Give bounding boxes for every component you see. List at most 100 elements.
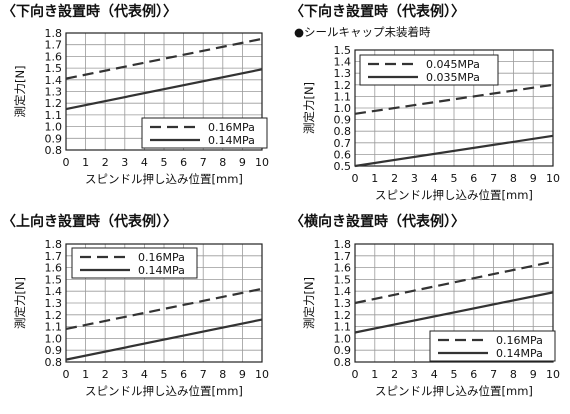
y-tick-label: 1.0 <box>45 332 63 345</box>
plot-frame <box>65 243 263 363</box>
y-tick-label: 1.4 <box>45 74 63 87</box>
legend-label: 0.14MPa <box>208 134 255 147</box>
x-tick-label: 9 <box>239 368 246 381</box>
y-tick-label: 1.4 <box>334 56 352 69</box>
legend-box <box>71 247 198 279</box>
x-tick-label: 8 <box>510 172 517 185</box>
y-tick-label: 1.1 <box>334 90 352 103</box>
y-tick-label: 0.8 <box>45 356 63 369</box>
chart-panel-1: 〈下向き設置時（代表例）〉 0.80.91.01.11.21.31.41.51.6… <box>2 3 269 186</box>
legend-label: 0.16MPa <box>496 334 543 347</box>
legend-label: 0.14MPa <box>496 347 543 360</box>
series-line-2 <box>354 291 554 334</box>
x-tick-label: 5 <box>161 368 168 381</box>
x-tick-label: 3 <box>121 156 128 169</box>
x-tick-label: 8 <box>219 368 226 381</box>
y-tick-label: 0.7 <box>334 137 352 150</box>
legend-label: 0.16MPa <box>138 251 185 264</box>
legend-box <box>359 54 499 86</box>
y-tick-label: 1.5 <box>334 44 352 57</box>
x-tick-label: 2 <box>102 368 109 381</box>
x-tick-label: 4 <box>431 368 438 381</box>
plot-frame <box>354 49 554 167</box>
y-tick-label: 1.2 <box>45 97 63 110</box>
x-tick-label: 10 <box>255 368 269 381</box>
chart-panel-2: 〈下向き設置時（代表例）〉 ●シールキャップ未装着時 0.50.60.70.80.9… <box>290 3 560 202</box>
x-axis-label: スピンドル押し込み位置[mm] <box>85 172 243 186</box>
x-tick-label: 3 <box>121 368 128 381</box>
x-tick-label: 0 <box>352 172 359 185</box>
x-axis-label: スピンドル押し込み位置[mm] <box>375 384 533 398</box>
y-tick-label: 1.5 <box>334 273 352 286</box>
x-tick-label: 1 <box>371 368 378 381</box>
x-tick-label: 6 <box>180 156 187 169</box>
x-tick-label: 8 <box>510 368 517 381</box>
x-tick-label: 2 <box>391 172 398 185</box>
y-tick-label: 0.5 <box>334 160 352 173</box>
x-tick-label: 4 <box>141 156 148 169</box>
x-tick-label: 0 <box>63 156 70 169</box>
chart-panel-3: 〈上向き設置時（代表例）〉 0.80.91.01.11.21.31.41.51.6… <box>2 213 269 398</box>
x-tick-label: 5 <box>451 172 458 185</box>
x-tick-label: 4 <box>141 368 148 381</box>
y-tick-label: 1.6 <box>334 262 352 275</box>
y-tick-label: 1.2 <box>45 309 63 322</box>
y-tick-label: 1.1 <box>45 109 63 122</box>
chart-title: 〈横向き設置時（代表例）〉 <box>290 213 465 230</box>
x-tick-label: 10 <box>255 156 269 169</box>
x-tick-label: 10 <box>546 368 560 381</box>
legend-label: 0.035MPa <box>426 71 480 84</box>
x-tick-label: 3 <box>411 172 418 185</box>
y-tick-label: 1.1 <box>334 321 352 334</box>
legend-label: 0.16MPa <box>208 121 255 134</box>
y-tick-label: 1.8 <box>45 238 63 251</box>
chart-title: 〈下向き設置時（代表例）〉 <box>2 3 177 20</box>
y-tick-label: 1.8 <box>334 238 352 251</box>
chart-title: 〈下向き設置時（代表例）〉 <box>290 3 465 20</box>
y-tick-label: 1.3 <box>45 297 63 310</box>
y-tick-label: 1.0 <box>334 332 352 345</box>
y-axis-label: 測定力[N] <box>13 277 27 329</box>
x-tick-label: 8 <box>219 156 226 169</box>
x-tick-label: 3 <box>411 368 418 381</box>
x-tick-label: 7 <box>490 368 497 381</box>
y-tick-label: 1.6 <box>45 262 63 275</box>
x-axis-label: スピンドル押し込み位置[mm] <box>85 384 243 398</box>
x-axis-label: スピンドル押し込み位置[mm] <box>375 188 533 202</box>
y-tick-label: 1.3 <box>45 86 63 99</box>
y-tick-label: 1.0 <box>334 102 352 115</box>
x-tick-label: 2 <box>391 368 398 381</box>
y-tick-label: 1.2 <box>334 309 352 322</box>
y-tick-label: 1.7 <box>334 250 352 263</box>
y-tick-label: 0.9 <box>334 344 352 357</box>
y-tick-label: 0.9 <box>45 132 63 145</box>
y-tick-label: 0.8 <box>334 356 352 369</box>
x-tick-label: 5 <box>451 368 458 381</box>
y-tick-label: 0.8 <box>45 144 63 157</box>
x-tick-label: 6 <box>180 368 187 381</box>
x-tick-label: 2 <box>102 156 109 169</box>
y-tick-label: 1.0 <box>45 121 63 134</box>
x-tick-label: 1 <box>371 172 378 185</box>
x-tick-label: 6 <box>470 172 477 185</box>
y-tick-label: 0.9 <box>45 344 63 357</box>
series-line-2 <box>65 68 263 111</box>
chart-subtitle: ●シールキャップ未装着時 <box>294 25 431 39</box>
x-tick-label: 1 <box>82 156 89 169</box>
chart-panel-4: 〈横向き設置時（代表例）〉 0.80.91.01.11.21.31.41.51.6… <box>290 213 560 398</box>
x-tick-label: 0 <box>63 368 70 381</box>
y-tick-label: 1.6 <box>45 50 63 63</box>
chart-title: 〈上向き設置時（代表例）〉 <box>2 213 177 230</box>
y-tick-label: 1.5 <box>45 62 63 75</box>
x-tick-label: 1 <box>82 368 89 381</box>
x-tick-label: 6 <box>470 368 477 381</box>
legend-box <box>141 117 268 149</box>
y-tick-label: 1.3 <box>334 297 352 310</box>
y-tick-label: 1.4 <box>45 285 63 298</box>
x-tick-label: 0 <box>352 368 359 381</box>
x-tick-label: 9 <box>239 156 246 169</box>
